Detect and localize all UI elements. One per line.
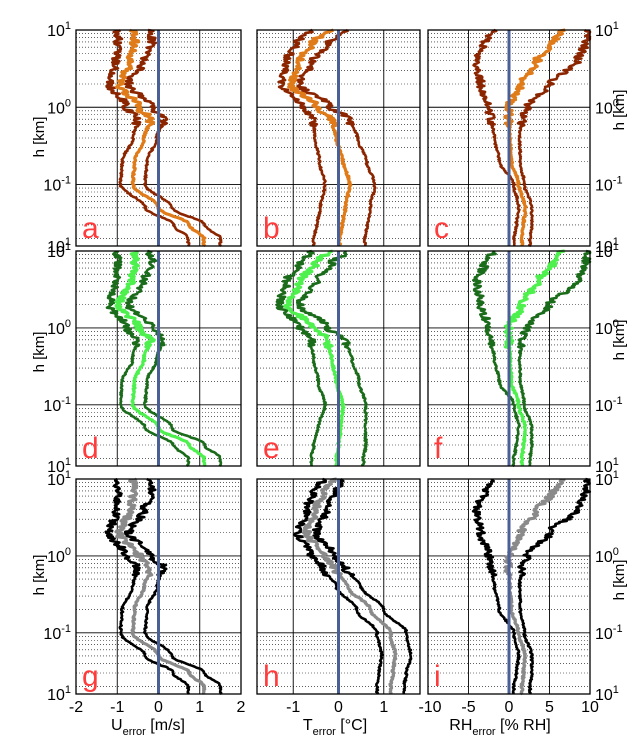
y-tick-right: 100 (595, 318, 619, 338)
y-tick-left: 100 (47, 546, 71, 566)
series-outer-left (277, 28, 327, 247)
y-tick-left: 101 (47, 241, 71, 261)
y-tick-left-bottom: 101 (47, 456, 71, 476)
x-tick-label: 0 (154, 699, 163, 716)
series-mean (115, 28, 207, 248)
panel-c: c (427, 28, 592, 248)
panel-letter-h: h (263, 660, 280, 693)
y-tick-right: 100 (595, 546, 619, 566)
y-tick-right-bottom: 101 (595, 684, 619, 704)
series-mean (302, 477, 398, 695)
y-tick-right: 101 (595, 20, 619, 40)
series-outer-left (104, 477, 191, 695)
y-tick-right: 101 (595, 469, 619, 489)
panel-letter-e: e (263, 432, 280, 465)
series-mean (283, 249, 346, 467)
x-tick-label: -5 (461, 699, 475, 716)
panel-a: a (75, 28, 242, 248)
y-tick-right: 100 (595, 97, 619, 117)
y-tick-right: 10-1 (595, 395, 623, 415)
panel-frame (256, 29, 421, 247)
series-outer-right (516, 29, 592, 248)
x-tick-label: -2 (69, 699, 83, 716)
ylabel-right-row1: h [km] (611, 90, 628, 131)
panel-frame (256, 250, 421, 467)
series-outer-left (472, 28, 521, 247)
panel-frame (256, 478, 421, 695)
series-outer-left (471, 478, 521, 695)
xlabel-rh-error: RHerror [% RH] (449, 717, 550, 738)
series-outer-left (472, 250, 521, 468)
x-tick-label: 10 (581, 699, 599, 716)
series-outer-left (105, 250, 191, 467)
panel-e: e (256, 249, 421, 467)
series-outer-left (105, 29, 191, 247)
ylabel-left-row3: h [km] (31, 555, 48, 596)
panel-i: i (427, 477, 592, 696)
series-outer-right (517, 249, 592, 467)
x-tick-label: -10 (418, 699, 441, 716)
x-tick-label: 0 (505, 699, 514, 716)
x-tick-label: 2 (237, 699, 246, 716)
series-outer-left (275, 249, 328, 467)
x-tick-label: 0 (334, 699, 343, 716)
xlabel-t-error: Terror [°C] (303, 717, 367, 738)
ylabel-left-row1: h [km] (31, 117, 48, 158)
panel-frame (427, 29, 591, 247)
panel-b: b (256, 28, 421, 247)
panel-frame (75, 250, 242, 467)
y-tick-left: 101 (47, 20, 71, 40)
x-tick-label: -1 (110, 699, 124, 716)
series-outer-right (295, 250, 368, 467)
series-outer-right (125, 249, 223, 467)
panel-letter-c: c (434, 212, 449, 245)
panel-frame (75, 478, 242, 695)
y-tick-left: 100 (47, 97, 71, 117)
ylabel-right-row2: h [km] (611, 320, 628, 361)
y-tick-left: 10-1 (43, 395, 71, 415)
panel-letter-f: f (434, 432, 443, 465)
series-mean (114, 477, 207, 695)
y-tick-right-bottom: 101 (595, 456, 619, 476)
y-tick-left-bottom: 101 (47, 684, 71, 704)
panel-g: g (75, 477, 242, 695)
series-outer-right (311, 477, 413, 695)
x-tick-label: 1 (379, 699, 388, 716)
x-tick-label: 5 (545, 699, 554, 716)
y-tick-right: 101 (595, 241, 619, 261)
panel-frame (75, 29, 242, 247)
y-tick-left: 10-1 (43, 175, 71, 195)
panel-h: h (256, 477, 421, 695)
series-mean (114, 250, 207, 468)
y-tick-left-bottom: 101 (47, 236, 71, 256)
y-tick-left: 10-1 (43, 623, 71, 643)
y-tick-left: 101 (47, 469, 71, 489)
panel-letter-d: d (82, 432, 99, 465)
xlabel-u-error: Uerror [m/s] (111, 717, 185, 738)
panel-letter-i: i (434, 660, 441, 693)
x-tick-label: 1 (195, 699, 204, 716)
series-outer-right (517, 477, 592, 695)
y-tick-right-bottom: 101 (595, 236, 619, 256)
panel-frame (427, 478, 591, 695)
ylabel-right-row3: h [km] (611, 560, 628, 601)
panel-letter-b: b (263, 212, 280, 245)
x-tick-label: -1 (286, 699, 300, 716)
panel-letter-a: a (82, 212, 99, 245)
series-outer-right (296, 28, 377, 247)
y-tick-left: 100 (47, 318, 71, 338)
y-tick-right: 10-1 (595, 175, 623, 195)
ylabel-left-row2: h [km] (31, 332, 48, 373)
panel-d: d (75, 249, 242, 468)
panel-letter-g: g (82, 660, 99, 693)
panel-f: f (427, 249, 592, 468)
series-outer-right (123, 477, 223, 695)
y-tick-right: 10-1 (595, 623, 623, 643)
panel-frame (427, 250, 591, 467)
